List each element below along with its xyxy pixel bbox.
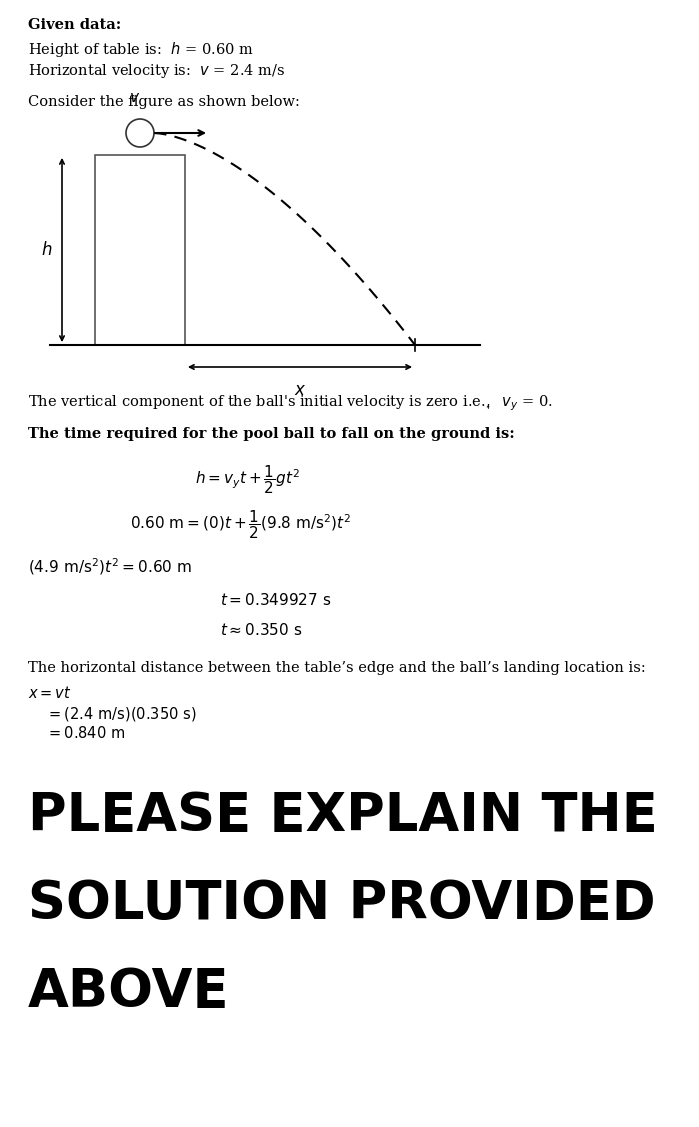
Text: $= 0.840\ \mathrm{m}$: $= 0.840\ \mathrm{m}$	[46, 725, 125, 740]
Text: The horizontal distance between the table’s edge and the ball’s landing location: The horizontal distance between the tabl…	[28, 662, 646, 675]
Text: ABOVE: ABOVE	[28, 966, 229, 1018]
Text: $t \approx 0.350\ \mathrm{s}$: $t \approx 0.350\ \mathrm{s}$	[220, 622, 303, 638]
Text: $x$: $x$	[294, 382, 306, 399]
Text: PLEASE EXPLAIN THE: PLEASE EXPLAIN THE	[28, 790, 658, 842]
Text: SOLUTION PROVIDED: SOLUTION PROVIDED	[28, 878, 656, 930]
Circle shape	[126, 119, 154, 147]
Bar	[95, 156, 185, 345]
Text: $x = vt$: $x = vt$	[28, 685, 72, 701]
Text: $0.60\ \mathrm{m} = (0)t + \dfrac{1}{2}(9.8\ \mathrm{m/s^2})t^2$: $0.60\ \mathrm{m} = (0)t + \dfrac{1}{2}(…	[130, 508, 352, 541]
Text: $= (2.4\ \mathrm{m/s})(0.350\ \mathrm{s})$: $= (2.4\ \mathrm{m/s})(0.350\ \mathrm{s}…	[46, 706, 196, 724]
Text: Given data:: Given data:	[28, 18, 121, 32]
Text: $\left(4.9\ \mathrm{m/s^2}\right)t^2 = 0.60\ \mathrm{m}$: $\left(4.9\ \mathrm{m/s^2}\right)t^2 = 0…	[28, 556, 192, 577]
Text: $t = 0.349927\ \mathrm{s}$: $t = 0.349927\ \mathrm{s}$	[220, 592, 331, 607]
Text: Consider the figure as shown below:: Consider the figure as shown below:	[28, 95, 300, 109]
Text: Horizontal velocity is:  $\mathit{v}$ = 2.4 m/s: Horizontal velocity is: $\mathit{v}$ = 2…	[28, 62, 285, 80]
Text: Height of table is:  $\mathit{h}$ = 0.60 m: Height of table is: $\mathit{h}$ = 0.60 …	[28, 39, 254, 59]
Text: $h = v_y t + \dfrac{1}{2}gt^2$: $h = v_y t + \dfrac{1}{2}gt^2$	[195, 463, 300, 496]
Text: $h$: $h$	[41, 241, 52, 259]
Text: The vertical component of the ball's initial velocity is zero i.e.,$_{\!\!,}$  $: The vertical component of the ball's ini…	[28, 393, 553, 412]
Text: The time required for the pool ball to fall on the ground is:: The time required for the pool ball to f…	[28, 427, 514, 441]
Text: $v$: $v$	[129, 91, 140, 105]
